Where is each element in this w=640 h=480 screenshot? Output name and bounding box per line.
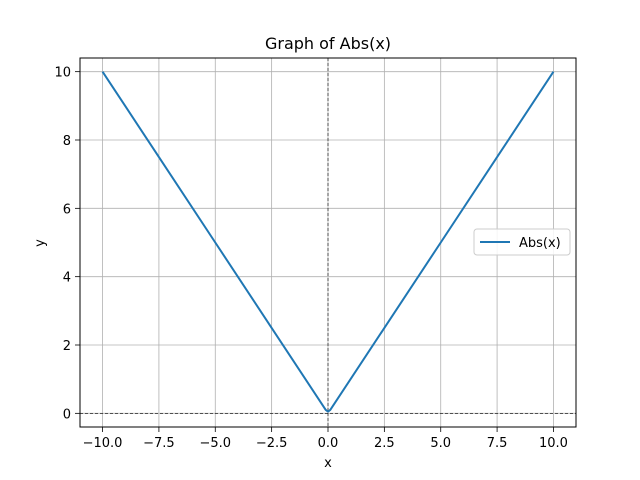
x-tick-label: 5.0 [430,436,451,451]
x-tick-label: −10.0 [83,436,123,451]
series-line [101,71,555,413]
legend: Abs(x) [473,228,571,256]
chart-title: Graph of Abs(x) [265,34,391,53]
x-tick-label: 10.0 [539,436,568,451]
legend-box [473,228,571,256]
y-tick-label: 10 [54,66,71,81]
y-tick-label: 4 [63,271,71,286]
y-axis-label: y [33,239,48,247]
x-tick-label: 0.0 [318,436,339,451]
x-tick-label: −7.5 [143,436,175,451]
y-tick-label: 6 [63,202,71,217]
x-tick-label: −5.0 [199,436,231,451]
x-tick-label: 2.5 [374,436,395,451]
y-tick-label: 0 [63,407,71,422]
x-axis-label: x [324,456,332,471]
x-tick-label: 7.5 [487,436,508,451]
y-tick-label: 8 [63,134,71,149]
grid-lines [80,58,576,427]
x-tick-label: −2.5 [256,436,288,451]
y-tick-label: 2 [63,339,71,354]
legend-label: Abs(x) [519,236,561,251]
